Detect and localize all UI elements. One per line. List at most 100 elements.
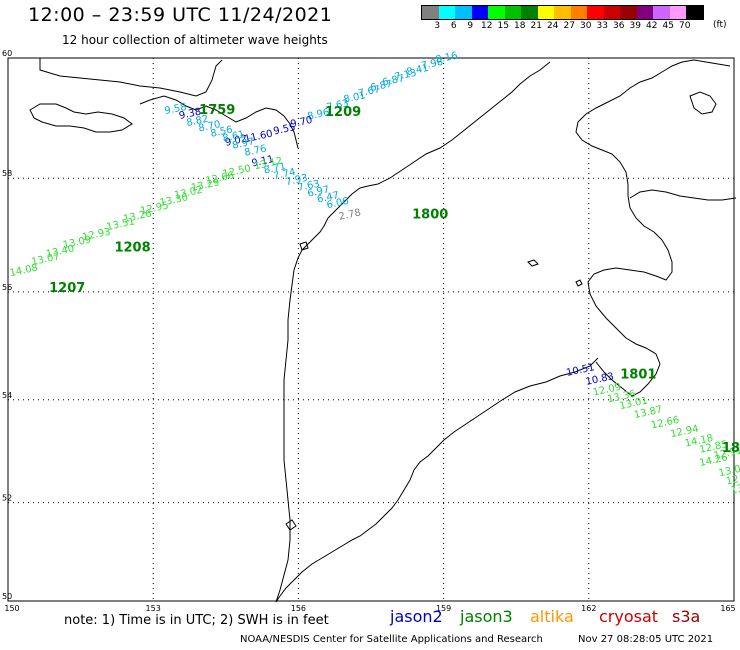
wave-height-value: 7.74 xyxy=(273,167,297,182)
legend-label: 45 xyxy=(662,21,674,31)
kamchatka-west-coast xyxy=(275,357,599,603)
longitude-label: 162 xyxy=(581,604,596,613)
legend-swatch xyxy=(636,6,653,19)
wave-height-value: 7.63 xyxy=(297,179,321,194)
wave-height-value: 7.98 xyxy=(420,57,444,72)
legend-label: 39 xyxy=(629,21,641,31)
wave-height-value: 12.91 xyxy=(713,445,740,462)
legend-swatch xyxy=(504,6,521,19)
wave-height-value: 9.11 xyxy=(251,154,275,169)
legend-swatch xyxy=(438,6,455,19)
wave-height-value: 7.13 xyxy=(394,68,418,83)
legend-swatches xyxy=(421,5,704,20)
wave-height-value: 7.93 xyxy=(285,173,309,188)
pass-time-label: 1208 xyxy=(114,241,150,256)
pass-time-label: 18 xyxy=(722,441,740,456)
map-frame xyxy=(7,57,735,602)
wave-height-value: 9.58 xyxy=(164,102,188,117)
wave-height-value: 8.70 xyxy=(198,119,222,134)
wave-height-value: 8.16 xyxy=(435,50,459,65)
wave-height-value: 13 xyxy=(730,483,740,496)
longitude-label: 165 xyxy=(720,604,735,613)
wave-height-value: 8.71 xyxy=(263,161,287,176)
latitude-label: 50 xyxy=(2,592,12,601)
color-scale-legend: 3 6 9 12 15 18 21 24 27 30 33 36 39 42 45 70 (ft) xyxy=(421,5,727,31)
map-title: 12:00 – 23:59 UTC 11/24/2021 xyxy=(28,4,333,26)
legend-swatch xyxy=(653,6,670,19)
legend-swatch xyxy=(537,6,554,19)
wave-height-value: 13.02 xyxy=(718,463,740,480)
wave-height-value: 8.97 xyxy=(231,136,255,151)
wave-height-value: 2.78 xyxy=(338,207,362,222)
legend-label: 18 xyxy=(514,21,526,31)
wave-height-value: 6.87 xyxy=(381,73,405,88)
legend-label: 27 xyxy=(563,21,575,31)
legend-s3a: s3a xyxy=(672,607,701,626)
legend-swatch xyxy=(587,6,604,19)
legend-swatch xyxy=(554,6,571,19)
longitude-label: 156 xyxy=(291,604,306,613)
latitude-label: 60 xyxy=(2,49,12,58)
wave-height-value: 6.97 xyxy=(306,184,330,199)
north-shore xyxy=(39,58,223,97)
legend-swatch xyxy=(422,6,439,19)
credit-line: NOAA/NESDIS Center for Satellite Applica… xyxy=(240,634,543,645)
coastline xyxy=(29,58,737,603)
legend-label: 24 xyxy=(547,21,559,31)
wave-height-value: 6.87 xyxy=(369,79,393,94)
east-coast-north xyxy=(629,189,737,201)
west-islets xyxy=(29,103,133,133)
legend-unit: (ft) xyxy=(713,20,727,30)
wave-height-value: 8.41 xyxy=(406,63,430,78)
legend-labels: 3 6 9 12 15 18 21 24 27 30 33 36 39 42 45 70 xyxy=(421,21,704,31)
wave-height-value: 6.47 xyxy=(316,190,340,205)
small-island-3 xyxy=(285,519,297,531)
wave-height-value: 6.06 xyxy=(326,196,350,211)
generation-timestamp: Nov 27 08:28:05 UTC 2021 xyxy=(578,634,714,645)
legend-swatch xyxy=(570,6,587,19)
legend-label: 3 xyxy=(434,21,441,31)
legend-label: 12 xyxy=(481,21,493,31)
wave-height-value: 8.82 xyxy=(185,114,209,129)
longitude-label: 153 xyxy=(146,604,161,613)
pass-time-label: 1800 xyxy=(412,208,448,223)
wave-height-observations: 8.167.988.417.136.876.877.678.017.638.96… xyxy=(9,50,740,496)
graticule xyxy=(8,58,734,601)
longitude-label: 150 xyxy=(4,604,19,613)
wave-height-value: 8.56 xyxy=(210,124,234,139)
latitude-label: 52 xyxy=(2,494,12,503)
footer-note: note: 1) Time is in UTC; 2) SWH is in fe… xyxy=(64,613,329,628)
kamchatka-east-coast xyxy=(575,59,731,397)
longitude-label: 159 xyxy=(436,604,451,613)
small-island-1 xyxy=(527,259,539,267)
legend-swatch xyxy=(686,6,703,19)
pass-time-label: 1207 xyxy=(49,281,85,296)
legend-label: 36 xyxy=(613,21,625,31)
legend-label: 33 xyxy=(596,21,608,31)
north-inlet xyxy=(139,95,299,149)
legend-label: 42 xyxy=(646,21,658,31)
longitude-labels: 150 153 156 159 162 165 xyxy=(4,604,735,613)
wave-height-value: 14.08 xyxy=(9,263,39,280)
legend-label: 6 xyxy=(450,21,457,31)
wave-height-value: 7.63 xyxy=(326,98,350,113)
legend-swatch xyxy=(471,6,488,19)
latitude-labels: 60 58 56 54 52 50 xyxy=(2,49,12,601)
latitude-label: 54 xyxy=(2,391,12,400)
kamchatka-northwest-coast xyxy=(275,61,551,603)
wave-height-value: 9.38 xyxy=(178,107,202,122)
wave-height-value: 9.02 xyxy=(224,133,248,148)
pass-time-label: 1209 xyxy=(325,105,361,120)
pass-time-label: 1759 xyxy=(199,103,235,118)
small-island-4 xyxy=(299,241,309,251)
wave-height-value: 8.76 xyxy=(243,143,267,158)
legend-altika: altika xyxy=(530,607,574,626)
legend-swatch xyxy=(488,6,505,19)
karaginsky-island xyxy=(689,91,717,115)
legend-jason2: jason2 xyxy=(390,607,443,626)
wave-height-value: 9.70 xyxy=(289,115,313,130)
wave-height-value: 9.55 xyxy=(273,122,297,137)
wave-height-value: 8.01 xyxy=(343,90,367,105)
latitude-label: 58 xyxy=(2,169,12,178)
